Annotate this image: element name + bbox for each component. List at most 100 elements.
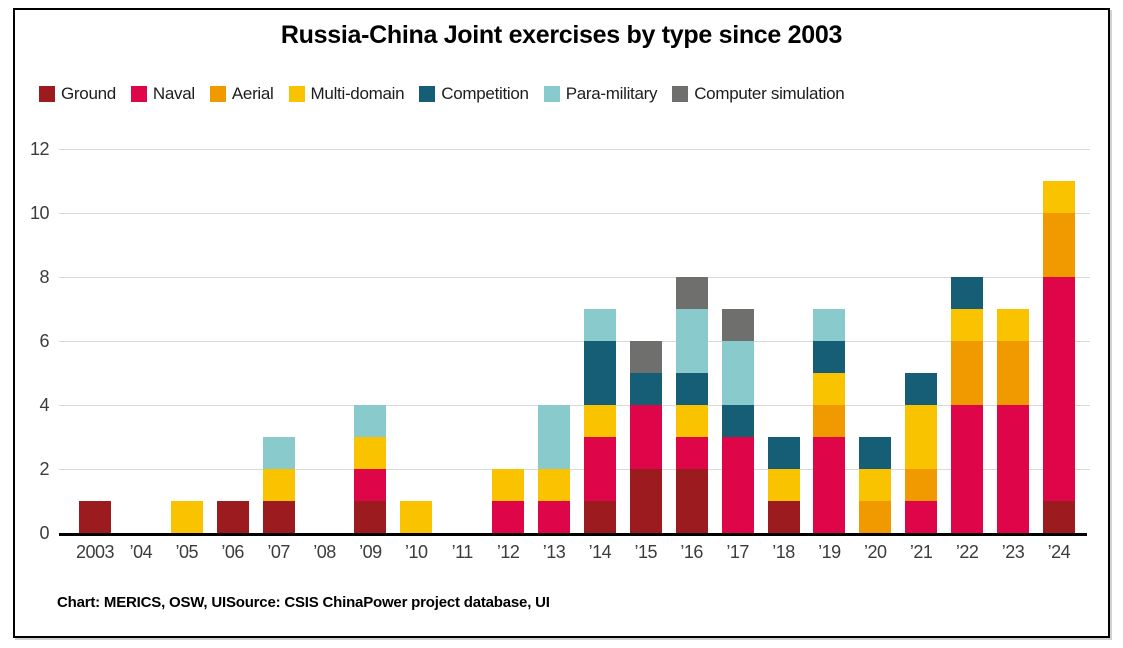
legend-swatch-icon — [39, 86, 55, 102]
x-tick-label: ’19 — [818, 542, 841, 562]
bar-segment-competition — [859, 437, 892, 469]
bar-segment-competition — [813, 341, 846, 373]
bar-segment-para-military — [813, 309, 846, 341]
x-tick-label: ’14 — [588, 542, 612, 562]
bar-segment-competition — [905, 373, 938, 405]
legend-swatch-icon — [672, 86, 689, 102]
bar-segment-naval — [583, 437, 616, 501]
bar-segment-naval — [905, 501, 938, 533]
bar-segment-ground — [675, 469, 708, 533]
x-tick-label: ’16 — [680, 542, 703, 562]
bar-segment-multi-domain — [538, 469, 570, 501]
x-tick-label: ’23 — [1001, 542, 1025, 562]
bar-segment-ground — [216, 501, 249, 533]
gridline-y-4 — [59, 405, 1090, 406]
bar-segment-ground — [583, 501, 616, 533]
bar-segment-ground — [262, 501, 295, 533]
gridline-y-8 — [59, 277, 1090, 278]
chart-frame: Russia-China Joint exercises by type sin… — [13, 8, 1110, 638]
bar-segment-multi-domain — [767, 469, 800, 501]
gridline-y-10 — [59, 213, 1090, 214]
legend-label: Aerial — [231, 84, 274, 103]
legend-item-ground: Ground — [39, 84, 116, 104]
gridline-y-2 — [59, 469, 1090, 470]
legend-label: Ground — [61, 84, 116, 103]
x-tick-label: ’18 — [772, 542, 795, 562]
bar-segment-aerial — [859, 501, 892, 533]
bar-segment-multi-domain — [951, 309, 984, 341]
bar-segment-multi-domain — [170, 501, 203, 533]
legend-swatch-icon — [209, 86, 226, 102]
x-tick-label: ’24 — [1047, 542, 1071, 562]
bar-segment-naval — [354, 469, 387, 501]
legend-label: Competition — [441, 84, 529, 103]
legend-item-para-military: Para-military — [543, 84, 658, 104]
bar-segment-competition — [721, 405, 754, 437]
bar-segment-aerial — [813, 405, 846, 437]
bar-segment-aerial — [997, 341, 1029, 405]
bar-segment-multi-domain — [675, 405, 708, 437]
bar-segment-competition — [951, 277, 984, 309]
bar-segment-multi-domain — [997, 309, 1029, 341]
bar-segment-naval — [492, 501, 525, 533]
bar-segment-competition — [767, 437, 800, 469]
bar-segment-multi-domain — [905, 405, 938, 469]
chart-title: Russia-China Joint exercises by type sin… — [280, 21, 843, 49]
bar-segment-multi-domain — [400, 501, 433, 533]
bar-segment-multi-domain — [1042, 181, 1075, 213]
bar-segment-aerial — [951, 341, 984, 405]
bar-segment-multi-domain — [813, 373, 846, 405]
x-tick-label: ’21 — [909, 542, 933, 562]
legend-swatch-icon — [419, 86, 436, 102]
plot-area: 0 2 4 6 8 10 12 2003 ’04 ’05 ’06 ’07 ’08 ’09 ’10 ’11 ’12… — [15, 10, 1108, 636]
legend-label: Multi-domain — [310, 84, 405, 103]
x-tick-label: ’15 — [634, 542, 658, 562]
legend-item-aerial: Aerial — [209, 84, 274, 104]
bar-segment-competition — [583, 341, 616, 405]
y-tick-label: 8 — [39, 267, 49, 287]
bar-segment-competition — [675, 373, 708, 405]
x-tick-label: ’22 — [955, 542, 979, 562]
bar-segment-computer-simulation — [629, 341, 662, 373]
x-axis-line — [59, 533, 1087, 536]
bar-segment-computer-simulation — [675, 277, 708, 309]
x-tick-label: ’04 — [129, 542, 153, 562]
legend: Ground Naval Aerial Multi-domain Competition… — [39, 84, 845, 104]
bar-segment-naval — [629, 405, 662, 469]
x-tick-label: ’08 — [313, 542, 336, 562]
legend-label: Para-military — [565, 84, 658, 103]
bar-segment-competition — [629, 373, 662, 405]
bar-segment-naval — [721, 437, 754, 533]
bar-segment-multi-domain — [492, 469, 525, 501]
bar-segment-multi-domain — [583, 405, 616, 437]
legend-item-multi-domain: Multi-domain — [288, 84, 405, 104]
y-tick-label: 0 — [39, 523, 49, 543]
y-tick-label: 2 — [39, 459, 49, 479]
bar-segment-ground — [767, 501, 800, 533]
legend-label: Naval — [152, 84, 195, 103]
legend-swatch-icon — [543, 86, 560, 102]
bar-segment-multi-domain — [354, 437, 387, 469]
x-tick-label: ’09 — [359, 542, 382, 562]
bar-segment-para-military — [675, 309, 708, 373]
y-tick-label: 12 — [29, 139, 50, 159]
y-tick-label: 4 — [39, 395, 49, 415]
bar-segment-para-military — [583, 309, 616, 341]
legend-item-naval: Naval — [130, 84, 195, 104]
legend-item-competition: Competition — [419, 84, 529, 104]
legend-swatch-icon — [288, 86, 305, 102]
bar-segment-computer-simulation — [721, 309, 754, 341]
bar-segment-ground — [629, 469, 662, 533]
legend-item-computer-simulation: Computer simulation — [672, 84, 845, 104]
x-tick-label: ’10 — [405, 542, 428, 562]
bar-segment-para-military — [354, 405, 387, 437]
bar-segment-ground — [354, 501, 387, 533]
x-tick-label: ’13 — [542, 542, 566, 562]
gridline-y-6 — [59, 341, 1090, 342]
gridline-y-12 — [59, 149, 1090, 150]
x-tick-label: ’07 — [267, 542, 290, 562]
x-tick-label: ’20 — [864, 542, 887, 562]
bar-segment-naval — [997, 405, 1029, 533]
bar-segment-ground — [1042, 501, 1075, 533]
legend-swatch-icon — [130, 86, 147, 102]
